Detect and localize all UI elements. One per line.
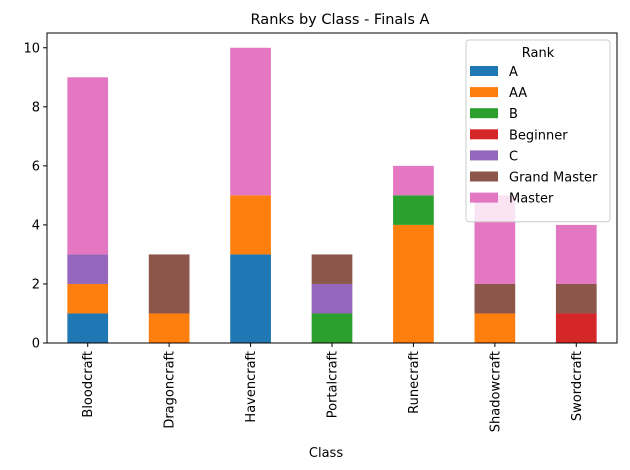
y-tick-label: 2: [32, 277, 40, 292]
bar-runecraft-master: [393, 165, 434, 196]
bar-swordcraft-grand-master: [555, 283, 597, 314]
x-tick-label-bloodcraft: Bloodcraft: [81, 351, 96, 418]
y-tick-label: 8: [32, 100, 40, 115]
legend-box: [465, 39, 611, 223]
bar-shadowcraft-grand-master: [474, 283, 516, 314]
bar-bloodcraft-master: [67, 77, 109, 255]
legend-swatch-c: [470, 150, 498, 161]
bars: [67, 47, 597, 343]
x-tick-label-shadowcraft: Shadowcraft: [488, 351, 503, 432]
plot-frame: [46, 32, 618, 344]
bar-havencraft-aa: [230, 195, 271, 255]
bar-portalcraft-c: [311, 283, 353, 314]
bar-swordcraft-beginner: [555, 313, 597, 343]
legend-swatch-a: [470, 66, 498, 76]
bar-havencraft-a: [230, 254, 271, 343]
legend-label-b: B: [509, 107, 518, 122]
bar-runecraft-aa: [393, 224, 434, 343]
x-tick-label-runecraft: Runecraft: [407, 351, 422, 414]
x-tick-label-portalcraft: Portalcraft: [326, 351, 341, 418]
legend-label-master: Master: [509, 192, 554, 207]
legend-label-grand-master: Grand Master: [509, 171, 598, 186]
x-axis-label: Class: [309, 446, 343, 461]
bar-bloodcraft-aa: [67, 283, 109, 314]
y-tick-label: 4: [32, 218, 40, 233]
y-tick-label: 6: [32, 159, 40, 174]
legend-title: Rank: [522, 46, 555, 61]
bar-swordcraft-master: [555, 224, 597, 284]
legend-swatch-grand-master: [470, 171, 498, 182]
bar-portalcraft-b: [311, 313, 353, 343]
legend-swatch-master: [470, 192, 498, 203]
bar-havencraft-master: [230, 47, 271, 196]
y-axis: 0 2 4 6 8 10: [23, 41, 47, 352]
plot-area: 0 2 4 6 8 10 Bloodcraft Dragoncraft Havencraft P…: [23, 32, 618, 432]
bar-bloodcraft-a: [67, 313, 109, 343]
bar-portalcraft-grand-master: [311, 254, 353, 284]
legend-swatch-b: [470, 108, 498, 119]
x-tick-label-swordcraft: Swordcraft: [570, 351, 585, 421]
legend-swatch-aa: [470, 87, 498, 98]
bar-runecraft-b: [393, 195, 434, 225]
legend-swatch-beginner: [470, 129, 498, 140]
bar-shadowcraft-aa: [474, 313, 516, 343]
y-tick-label: 0: [32, 337, 40, 352]
x-tick-label-dragoncraft: Dragoncraft: [163, 351, 178, 429]
chart-title: Ranks by Class - Finals A: [251, 12, 430, 28]
bar-dragoncraft-aa: [148, 313, 190, 343]
legend-label-a: A: [509, 65, 518, 80]
x-axis: Bloodcraft Dragoncraft Havencraft Portalcra…: [81, 343, 585, 432]
x-tick-label-havencraft: Havencraft: [244, 351, 259, 423]
bar-dragoncraft-grand-master: [148, 254, 190, 314]
y-tick-label: 10: [23, 41, 40, 56]
bar-bloodcraft-c: [67, 254, 109, 284]
legend-label-beginner: Beginner: [509, 128, 568, 143]
legend-label-c: C: [509, 149, 518, 164]
legend-label-aa: AA: [509, 86, 527, 101]
